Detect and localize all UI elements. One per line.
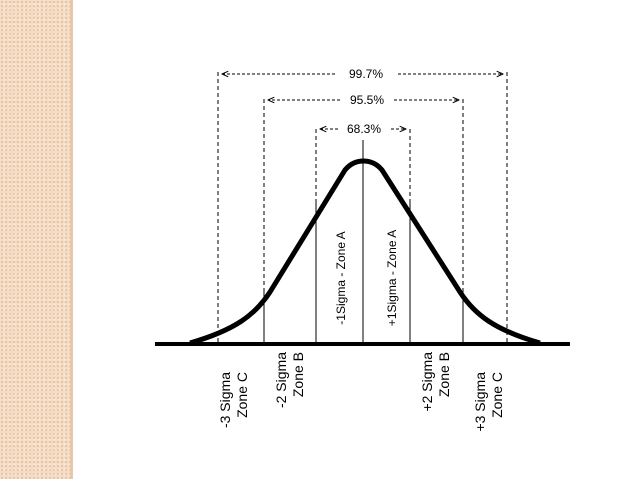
interval-label-68-3: 68.3%: [347, 122, 381, 136]
zone-label-minus-3-sigma-line2: Zone C: [234, 372, 250, 418]
interval-label-95-5: 95.5%: [350, 93, 384, 107]
zone-label-plus-2-sigma-line1: +2 Sigma: [419, 352, 435, 412]
zone-label-plus-2-sigma-b: +2 Sigma Zone B: [419, 352, 452, 412]
side-strip-edge: [70, 0, 73, 479]
zone-label-plus-1-sigma-a: +1Sigma - Zone A: [385, 230, 399, 326]
zone-label-plus-3-sigma-c: +3 Sigma Zone C: [472, 372, 505, 432]
zone-label-minus-1-sigma-a: -1Sigma - Zone A: [334, 231, 348, 324]
zone-label-minus-2-sigma-b: -2 Sigma Zone B: [273, 352, 306, 408]
zone-label-plus-2-sigma-line2: Zone B: [436, 352, 452, 397]
slide-canvas: [73, 0, 638, 479]
zone-label-plus-3-sigma-line2: Zone C: [489, 372, 505, 418]
zone-label-minus-3-sigma-c: -3 Sigma Zone C: [217, 372, 250, 428]
zone-label-plus-3-sigma-line1: +3 Sigma: [472, 372, 488, 432]
bell-curve: [189, 158, 541, 346]
interval-label-99-7: 99.7%: [349, 67, 383, 81]
zone-label-minus-2-sigma-line1: -2 Sigma: [273, 352, 289, 408]
zone-label-minus-2-sigma-line2: Zone B: [290, 352, 306, 397]
zone-label-minus-3-sigma-line1: -3 Sigma: [217, 372, 233, 428]
decorative-side-strip: [0, 0, 70, 479]
